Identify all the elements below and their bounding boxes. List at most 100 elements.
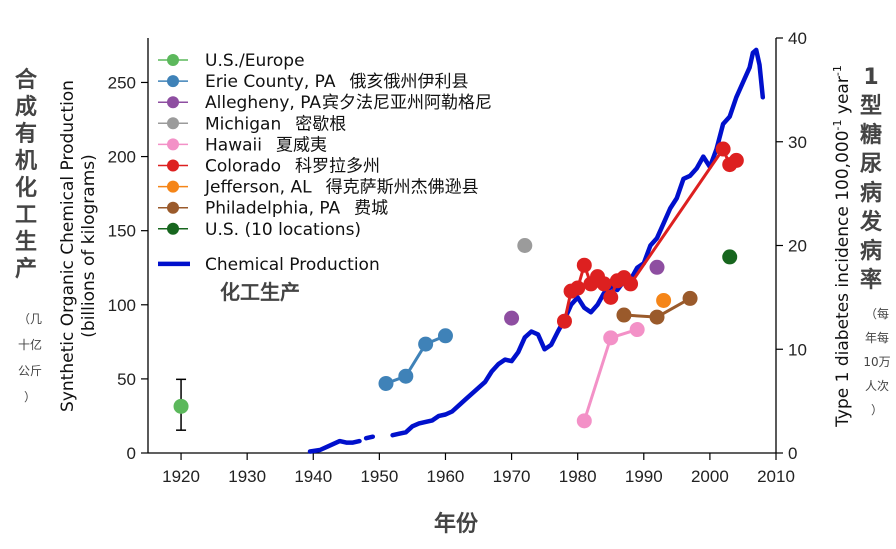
x-tick-label: 1960 <box>427 467 465 486</box>
legend-marker-u-s-europe <box>167 54 179 66</box>
y-left-label-line2: (billions of kilograms) <box>79 154 99 337</box>
colorado-point <box>556 313 572 329</box>
erie-county-pa-point <box>398 368 414 384</box>
y-left-label-cn-small: ） <box>24 390 36 404</box>
legend-marker-colorado <box>167 159 179 172</box>
erie-county-pa-point <box>378 375 394 391</box>
x-tick-label: 1970 <box>493 467 531 486</box>
legend-label-jefferson-al: Jefferson, AL <box>204 178 312 198</box>
legend-label-colorado: Colorado <box>205 157 281 177</box>
erie-county-pa-line <box>385 334 447 385</box>
y-right-label: Type 1 diabetes incidence 100,000-1 year… <box>831 65 853 428</box>
legend-marker-u-s-10-locations <box>167 222 179 235</box>
colorado-trend-line <box>629 148 725 285</box>
hawaii-point <box>603 330 619 346</box>
y-right-tick-label: 40 <box>788 29 807 48</box>
x-tick-label: 1940 <box>294 467 332 486</box>
chemical-production-segment <box>307 438 362 454</box>
x-tick-label: 1930 <box>228 467 266 486</box>
y-right-label-cn-char: 1 <box>863 65 878 90</box>
y-left-label-cn-small: 公斤 <box>18 364 42 378</box>
legend-marker-jefferson-al <box>167 180 179 193</box>
philadelphia-pa-point <box>616 307 632 323</box>
y-right-label-cn-small: 年每 <box>865 330 889 345</box>
x-tick-label: 2010 <box>757 467 795 486</box>
y-left-label-line1: Synthetic Organic Chemical Production <box>58 80 78 412</box>
y-right-label-cn-small: 人次 <box>865 379 889 393</box>
y-right-tick-label: 0 <box>788 444 797 463</box>
legend-label-cn-allegheny-pa: 宾夕法尼亚州阿勒格尼 <box>322 93 492 113</box>
y-left-label-cn-small: （几 <box>18 312 42 326</box>
y-left-label-cn-char: 化 <box>15 175 37 201</box>
y-right-label-cn-char: 病 <box>860 238 882 264</box>
y-right-tick-label: 30 <box>788 133 807 152</box>
x-tick-label: 1920 <box>162 467 200 486</box>
y-left-label-cn-char: 有 <box>15 121 37 147</box>
y-right-label-sup1: -1 <box>831 120 844 131</box>
chemical-production-segment <box>390 47 766 438</box>
legend-label-u-s-europe: U.S./Europe <box>205 51 305 71</box>
y-right-label-mid: year <box>833 76 853 119</box>
y-right-label-cn-small: ） <box>871 403 883 417</box>
y-left-label-cn-char: 生 <box>15 230 37 255</box>
allegheny-pa-point <box>504 310 520 326</box>
y-right-label-main: Type 1 diabetes incidence 100,000 <box>833 130 853 427</box>
hawaii-point <box>576 413 592 429</box>
jefferson-al-point <box>656 292 672 308</box>
y-right-label-cn-char: 尿 <box>860 152 882 177</box>
chemical-production-label-cn: 化工生产 <box>220 280 300 304</box>
y-left-label-cn-small: 十亿 <box>18 337 42 352</box>
legend-marker-allegheny-pa <box>167 96 179 109</box>
legend-label-chemical-production: Chemical Production <box>205 255 380 275</box>
legend-label-erie-county-pa: Erie County, PA <box>205 72 336 92</box>
y-left-tick-label: 250 <box>108 73 136 92</box>
legend-label-cn-michigan: 密歇根 <box>295 114 346 134</box>
y-right-label-cn-char: 率 <box>860 267 882 293</box>
colorado-point <box>570 280 586 296</box>
y-left-tick-label: 200 <box>108 148 136 167</box>
u-s-10-locations-point <box>722 249 738 265</box>
x-tick-label: 1990 <box>625 467 663 486</box>
erie-county-pa-point <box>418 336 434 352</box>
y-left-tick-label: 150 <box>108 222 136 241</box>
legend-label-cn-erie-county-pa: 俄亥俄州伊利县 <box>349 72 468 92</box>
colorado-point <box>576 257 592 273</box>
y-left-label-cn-char: 机 <box>15 149 37 174</box>
philadelphia-pa-point <box>682 290 698 306</box>
y-left-label-cn-char: 工 <box>15 203 37 228</box>
y-right-tick-label: 10 <box>788 340 807 359</box>
legend-marker-erie-county-pa <box>167 75 179 88</box>
legend-label-michigan: Michigan <box>205 114 281 134</box>
hawaii-point <box>629 322 645 338</box>
u-s-europe-point <box>173 398 189 414</box>
erie-county-pa-point <box>437 328 453 344</box>
x-label-cn: 年份 <box>434 511 479 537</box>
philadelphia-pa-point <box>649 309 665 325</box>
legend-label-cn-hawaii: 夏威夷 <box>276 135 327 155</box>
y-right-label-sup2: -1 <box>831 65 844 76</box>
legend-label-hawaii: Hawaii <box>205 135 262 155</box>
y-right-label-cn-char: 发 <box>859 209 883 235</box>
diabetes-incidence-series <box>173 141 744 431</box>
y-right-label-cn-small: 10万 <box>863 355 890 369</box>
y-left-label-cn-char: 合 <box>15 67 38 93</box>
legend-marker-michigan <box>167 117 179 130</box>
colorado-point <box>728 152 744 168</box>
michigan-point <box>517 238 533 253</box>
x-tick-label: 1980 <box>559 467 597 486</box>
legend-label-allegheny-pa: Allegheny, PA <box>205 93 321 113</box>
y-right-tick-label: 20 <box>788 237 807 256</box>
y-left-label-cn-char: 产 <box>15 257 37 282</box>
legend-label-cn-philadelphia-pa: 费城 <box>354 199 388 219</box>
chemical-production-segment <box>363 434 376 441</box>
legend-marker-philadelphia-pa <box>167 201 179 214</box>
legend-label-philadelphia-pa: Philadelphia, PA <box>205 199 341 219</box>
allegheny-pa-point <box>649 259 665 275</box>
axis-ticks: 1920 1930 1940 1950 1960 1970 1980 1990 2000 2010… <box>108 29 807 486</box>
y-right-label-cn-char: 型 <box>860 94 882 119</box>
y-left-tick-label: 50 <box>117 370 136 389</box>
